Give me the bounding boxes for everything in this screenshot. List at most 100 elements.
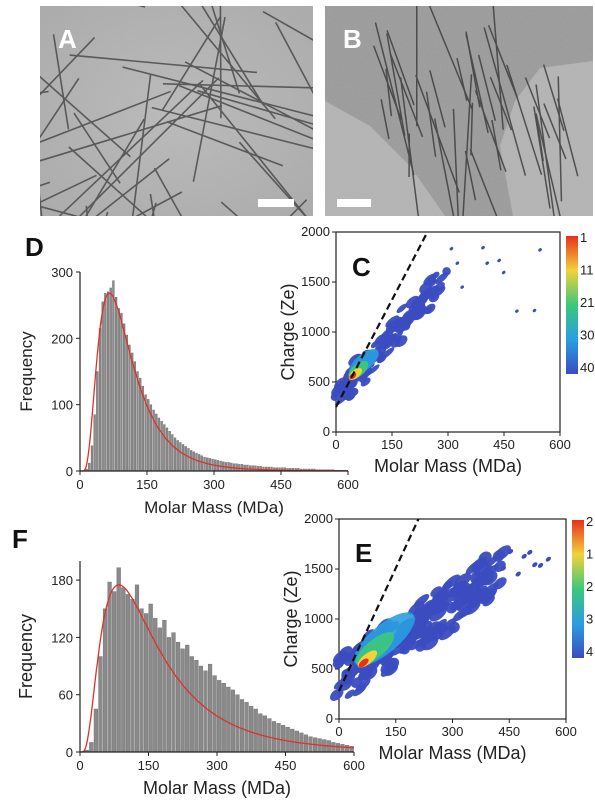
- fit-curve: [80, 584, 355, 753]
- micrograph-a: A: [40, 6, 313, 216]
- density-blob: [398, 321, 412, 333]
- density-blob: [425, 621, 441, 635]
- fiber: [166, 121, 284, 167]
- fiber: [535, 115, 544, 162]
- fiber: [40, 75, 131, 158]
- fiber: [380, 99, 390, 140]
- fiber: [429, 70, 446, 128]
- density-blob: [360, 377, 371, 387]
- fiber: [483, 27, 527, 176]
- panel-label-a: A: [58, 24, 77, 54]
- density-blob: [460, 285, 465, 289]
- colorbar-label: 1: [586, 547, 593, 562]
- plot-frame: [335, 231, 561, 433]
- density-cloud: [330, 245, 542, 406]
- density-blob: [357, 667, 374, 682]
- fiber: [456, 57, 468, 102]
- fiber: [40, 104, 223, 162]
- fiber: [470, 102, 474, 156]
- density-blob: [457, 588, 471, 601]
- density-blob: [356, 373, 366, 382]
- x-tick-label: 300: [206, 758, 228, 773]
- micrograph-b-image: [325, 6, 593, 216]
- density-blob: [493, 577, 507, 590]
- fiber: [465, 31, 481, 108]
- density-blob: [377, 354, 387, 364]
- fiber: [40, 205, 79, 216]
- fiber: [153, 167, 183, 216]
- density-blob: [421, 605, 439, 620]
- fiber: [68, 146, 147, 216]
- fiber: [487, 25, 518, 97]
- y-tick-label: 60: [59, 688, 73, 703]
- panel-label: E: [355, 538, 372, 568]
- fiber: [40, 77, 80, 139]
- density-blob: [482, 588, 498, 602]
- x-tick-label: 150: [385, 724, 407, 739]
- density-blob: [396, 303, 408, 313]
- x-axis-label: Molar Mass (MDa): [144, 498, 284, 517]
- fiber: [131, 73, 152, 216]
- density-blob: [409, 639, 422, 651]
- x-tick-label: 450: [275, 758, 297, 773]
- density-blob: [470, 570, 484, 585]
- density-blob: [471, 557, 488, 572]
- x-tick-label: 0: [76, 758, 83, 773]
- fiber: [491, 119, 502, 171]
- fiber: [73, 112, 121, 184]
- x-tick-label: 450: [493, 437, 515, 452]
- density-blob: [449, 246, 454, 251]
- y-tick-label: 0: [326, 711, 333, 726]
- x-axis-label: Molar Mass (MDa): [143, 778, 291, 798]
- x-tick-label: 600: [549, 437, 571, 452]
- fiber: [462, 74, 473, 216]
- density-blob: [338, 677, 353, 691]
- fiber: [238, 141, 307, 216]
- density-blob: [418, 626, 430, 638]
- fiber: [535, 84, 555, 216]
- fiber: [162, 83, 313, 89]
- fiber: [385, 68, 393, 117]
- x-tick-label: 300: [442, 724, 464, 739]
- colorbar-label: 11: [580, 263, 594, 278]
- fiber: [386, 29, 415, 106]
- fiber: [386, 33, 406, 136]
- density-blob: [455, 261, 460, 265]
- micrograph-a-image: [40, 6, 313, 216]
- fiber: [192, 16, 226, 182]
- x-tick-label: 0: [335, 724, 342, 739]
- fiber: [180, 6, 276, 120]
- y-tick-label: 200: [51, 331, 73, 346]
- x-tick-label: 450: [270, 477, 292, 492]
- fiber: [389, 53, 424, 138]
- colorbar: [572, 520, 584, 658]
- colorbar-label: 2: [586, 579, 593, 594]
- density-blob: [545, 556, 551, 562]
- scale-bar: [258, 199, 294, 207]
- density-blob: [442, 574, 460, 590]
- density-blob: [485, 261, 490, 265]
- x-tick-label: 150: [138, 758, 160, 773]
- density-blob: [400, 312, 413, 324]
- panel-label: F: [12, 524, 28, 554]
- density-blob: [405, 295, 420, 309]
- y-tick-label: 2000: [301, 224, 330, 239]
- density-blob: [413, 594, 430, 608]
- x-tick-label: 600: [555, 724, 577, 739]
- fiber: [492, 6, 504, 130]
- fiber: [556, 98, 579, 177]
- density-blob: [370, 340, 380, 349]
- density-blob: [452, 608, 468, 622]
- x-tick-label: 300: [437, 437, 459, 452]
- density-blob: [332, 654, 347, 667]
- density-blob: [336, 381, 348, 392]
- y-tick-label: 120: [51, 630, 73, 645]
- density-blob: [507, 549, 514, 555]
- density-blob: [515, 571, 521, 577]
- density-blob: [330, 688, 344, 701]
- x-tick-label: 0: [332, 437, 339, 452]
- density-blob: [451, 580, 467, 595]
- density-blob: [379, 335, 394, 349]
- density-blob: [432, 285, 446, 298]
